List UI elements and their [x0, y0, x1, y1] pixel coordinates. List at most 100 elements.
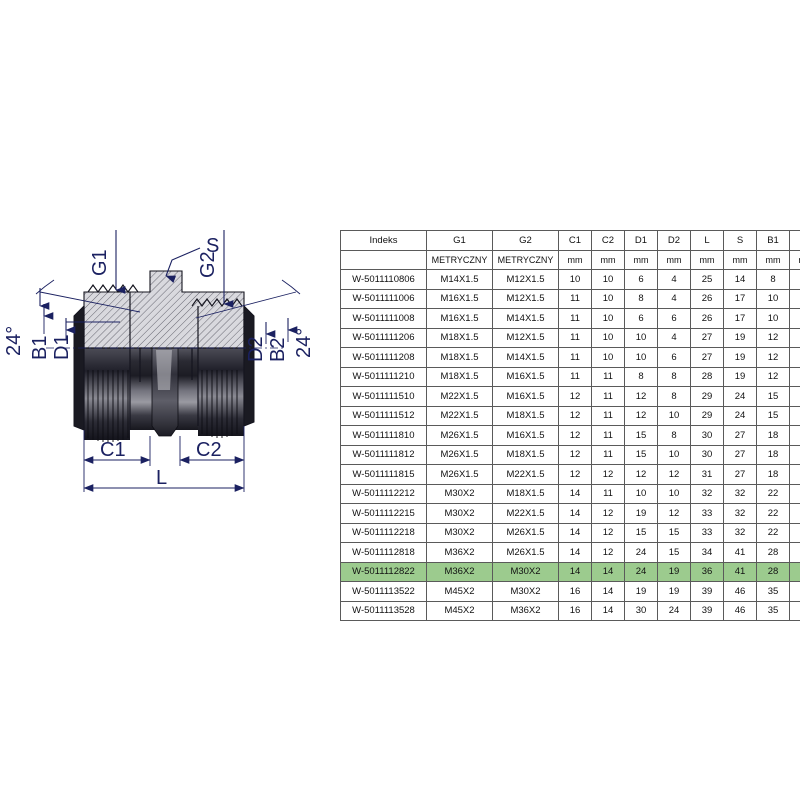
table-body: W-5011110806M14X1.5M12X1.5101064251486W-…: [340, 269, 800, 621]
cell-s: 46: [723, 600, 757, 621]
thread-lines-right: [201, 370, 238, 438]
cell-c2: 10: [591, 269, 625, 290]
cell-indeks: W-5011111006: [340, 288, 427, 309]
table-header-row: IndeksG1G2C1C2D1D2LSB1B2: [340, 230, 800, 251]
column-unit-c1: mm: [558, 249, 592, 270]
cell-g1: M30X2: [426, 483, 493, 504]
cell-d2: 10: [657, 483, 691, 504]
table-row[interactable]: W-5011113528M45X2M36X21614302439463528: [340, 600, 800, 621]
cell-d2: 4: [657, 327, 691, 348]
table-row[interactable]: W-5011111510M22X1.5M16X1.512111282924151…: [340, 386, 800, 407]
cell-d1: 6: [624, 308, 658, 329]
end-face-left: [73, 304, 85, 431]
cell-b2: 8: [789, 347, 800, 368]
cell-c1: 14: [558, 503, 592, 524]
cell-c2: 10: [591, 308, 625, 329]
cell-l: 28: [690, 366, 724, 387]
cell-s: 19: [723, 327, 757, 348]
cell-l: 26: [690, 288, 724, 309]
adapter-drawing-svg: G1 S G2 24° B1 D1 D2 B2: [3, 230, 315, 492]
cell-d2: 4: [657, 269, 691, 290]
cell-g1: M45X2: [426, 581, 493, 602]
callout-g1: G1: [89, 230, 126, 294]
cell-l: 30: [690, 425, 724, 446]
cell-g2: M16X1.5: [492, 386, 559, 407]
right-dimension-labels: D2 B2 24°: [245, 318, 315, 362]
cell-s: 14: [723, 269, 757, 290]
cell-d1: 24: [624, 542, 658, 563]
table-row[interactable]: W-5011112822M36X2M30X21414241936412822: [340, 561, 800, 582]
cell-c2: 11: [591, 483, 625, 504]
cell-b1: 18: [756, 444, 790, 465]
cell-s: 24: [723, 405, 757, 426]
cell-g1: M14X1.5: [426, 269, 493, 290]
cell-indeks: W-5011111810: [340, 425, 427, 446]
cell-d2: 24: [657, 600, 691, 621]
cell-d2: 10: [657, 405, 691, 426]
cell-g1: M22X1.5: [426, 386, 493, 407]
cell-c2: 10: [591, 288, 625, 309]
table-row[interactable]: W-5011111815 M26X1.5 M22X1.5 12 12 12 12 31 27 18…: [340, 464, 800, 485]
cell-b1: 22: [756, 522, 790, 543]
cell-l: 29: [690, 405, 724, 426]
table-row[interactable]: W-5011111810M26X1.5M16X1.512111583027181…: [340, 425, 800, 446]
cell-l: 29: [690, 386, 724, 407]
cell-l: 30: [690, 444, 724, 465]
column-unit-d1: mm: [624, 249, 658, 270]
cell-c2: 12: [591, 542, 625, 563]
cell-s: 17: [723, 288, 757, 309]
cell-c2: 14: [591, 561, 625, 582]
cell-c2: 14: [591, 581, 625, 602]
cell-d2: 19: [657, 561, 691, 582]
cell-c2: 12: [591, 522, 625, 543]
cell-s: 41: [723, 542, 757, 563]
cell-indeks: W-5011111815: [340, 464, 427, 485]
cell-b2: 8: [789, 308, 800, 329]
cell-b2: 6: [789, 327, 800, 348]
cell-l: 32: [690, 483, 724, 504]
cell-g1: M36X2: [426, 561, 493, 582]
cell-indeks: W-5011112818: [340, 542, 427, 563]
cell-s: 19: [723, 347, 757, 368]
cell-b1: 18: [756, 425, 790, 446]
cell-b2: 15: [789, 503, 800, 524]
cell-g1: M45X2: [426, 600, 493, 621]
column-header-s: S: [723, 230, 757, 251]
cell-c2: 10: [591, 327, 625, 348]
cell-g2: M18X1.5: [492, 483, 559, 504]
cell-l: 33: [690, 522, 724, 543]
cell-l: 27: [690, 327, 724, 348]
column-unit-b1: mm: [756, 249, 790, 270]
cell-b1: 10: [756, 308, 790, 329]
cell-d2: 15: [657, 522, 691, 543]
label-angle-right: 24°: [293, 328, 315, 358]
cell-d1: 30: [624, 600, 658, 621]
table-row[interactable]: W-5011111512 M22X1.5 M18X1.5 12 11 12 10 29 24 15…: [340, 405, 800, 426]
cell-d2: 8: [657, 366, 691, 387]
cell-b2: 10: [789, 386, 800, 407]
cell-b1: 22: [756, 483, 790, 504]
cell-s: 27: [723, 464, 757, 485]
cell-c2: 11: [591, 405, 625, 426]
cell-g1: M22X1.5: [426, 405, 493, 426]
column-unit-l: mm: [690, 249, 724, 270]
cell-l: 34: [690, 542, 724, 563]
left-dimension-labels: 24° B1 D1: [3, 304, 120, 360]
label-b2: B2: [267, 338, 289, 362]
cell-indeks: W-5011112218: [340, 522, 427, 543]
thread-crest-right: [191, 298, 243, 307]
table-row[interactable]: W-5011113522M45X2M30X21614191939463522: [340, 581, 800, 602]
table-row[interactable]: W-5011111812 M26X1.5 M18X1.5 12 11 15 10 30 27 18…: [340, 444, 800, 465]
cell-c1: 16: [558, 600, 592, 621]
cell-c2: 12: [591, 503, 625, 524]
